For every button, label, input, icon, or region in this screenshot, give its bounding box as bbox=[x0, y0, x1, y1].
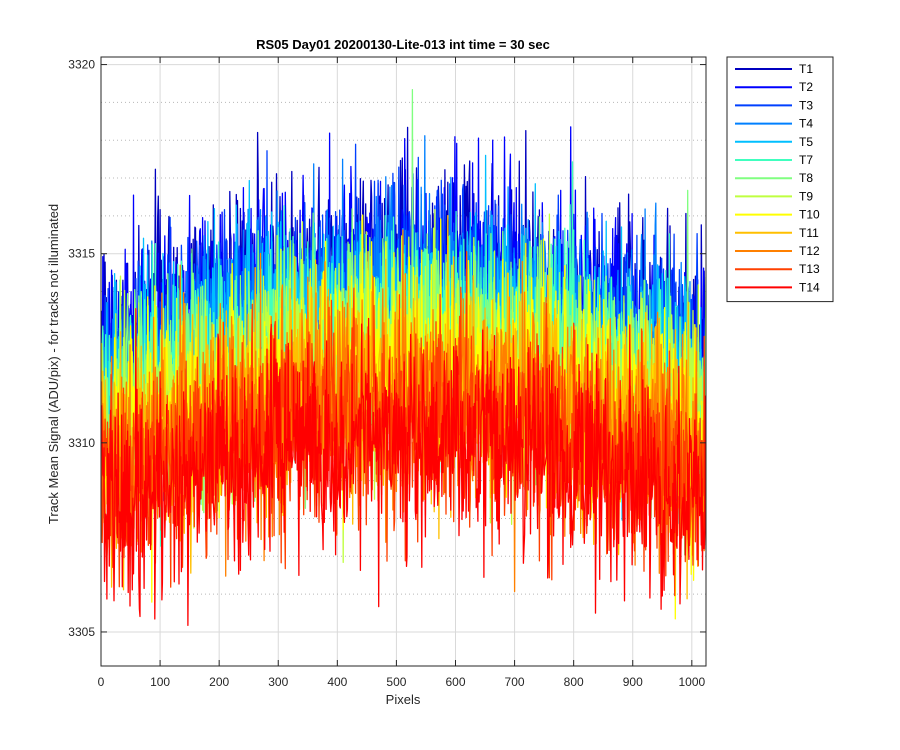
y-tick-label: 3320 bbox=[68, 58, 95, 72]
x-tick-label: 100 bbox=[150, 675, 170, 689]
legend-label-t4: T4 bbox=[799, 117, 813, 131]
legend-label-t10: T10 bbox=[799, 208, 820, 222]
legend-label-t2: T2 bbox=[799, 80, 813, 94]
x-tick-label: 700 bbox=[505, 675, 525, 689]
series-line-t14 bbox=[101, 308, 706, 627]
x-tick-label: 500 bbox=[386, 675, 406, 689]
plot-frame bbox=[100, 56, 707, 667]
chart-title: RS05 Day01 20200130-Lite-013 int time = … bbox=[256, 37, 550, 52]
legend-label-t14: T14 bbox=[799, 280, 820, 294]
legend-label-t11: T11 bbox=[799, 226, 819, 240]
x-tick-label: 400 bbox=[327, 675, 347, 689]
x-tick-label: 200 bbox=[209, 675, 229, 689]
legend-label-t13: T13 bbox=[799, 262, 820, 276]
x-tick-label: 0 bbox=[98, 675, 105, 689]
legend-label-t1: T1 bbox=[799, 62, 813, 76]
legend-label-t5: T5 bbox=[799, 135, 813, 149]
y-tick-label: 3310 bbox=[68, 436, 95, 450]
x-tick-label: 300 bbox=[268, 675, 288, 689]
legend-label-t3: T3 bbox=[799, 98, 813, 112]
series-layer bbox=[101, 88, 706, 627]
legend: T1 T2 T3 T4 T5 T7 T8 T9 T10 T11 T12 T13 T14 bbox=[726, 56, 834, 303]
x-axis-label: Pixels bbox=[386, 692, 421, 707]
x-tick-label: 1000 bbox=[678, 675, 705, 689]
legend-label-t12: T12 bbox=[799, 244, 820, 258]
legend-box bbox=[726, 56, 834, 303]
legend-label-t9: T9 bbox=[799, 189, 813, 203]
legend-label-t7: T7 bbox=[799, 153, 813, 167]
x-tick-label: 900 bbox=[623, 675, 643, 689]
x-tick-label: 600 bbox=[445, 675, 465, 689]
legend-label-t8: T8 bbox=[799, 171, 813, 185]
y-axis-label: Track Mean Signal (ADU/pix) - for tracks… bbox=[46, 204, 61, 524]
y-tick-label: 3305 bbox=[68, 625, 95, 639]
axis-ticks: 0 100 200 300 400 500 600 700 800 900 1000 3305 3310… bbox=[68, 57, 706, 689]
x-tick-label: 800 bbox=[564, 675, 584, 689]
y-tick-label: 3315 bbox=[68, 247, 95, 261]
